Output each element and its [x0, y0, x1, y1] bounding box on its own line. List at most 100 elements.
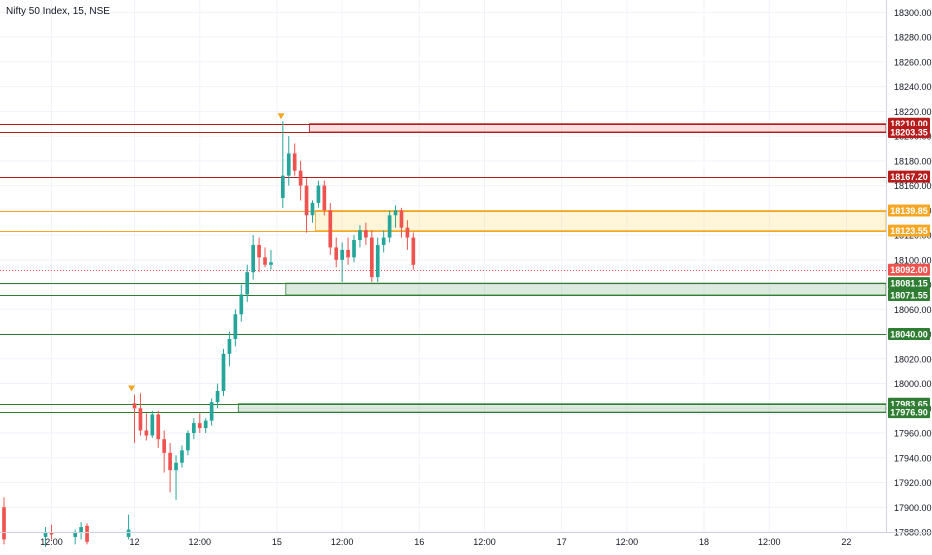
candle-down [138, 408, 143, 431]
price-label-bg [888, 224, 930, 237]
signal-triangle-marker [277, 113, 285, 120]
candle-up [269, 262, 273, 265]
price-label-orange: 18139.85 [888, 204, 930, 217]
price-label-current: 18092.00 [888, 263, 930, 276]
candle-up [251, 244, 256, 273]
candle-up [186, 433, 190, 451]
candle-down [49, 532, 54, 535]
price-label-support: 18071.55 [888, 289, 930, 302]
candle-up [233, 314, 238, 339]
price-label-resistance: 18203.35 [888, 125, 930, 138]
price-label-bg [888, 125, 930, 138]
price-label-text: 18203.35 [890, 127, 928, 137]
x-tick-label: 12:00 [758, 537, 781, 547]
candle-up [358, 230, 362, 241]
signal-triangle-marker [128, 385, 136, 392]
candle-up [221, 353, 226, 391]
candle-down [162, 439, 167, 453]
price-label-resistance: 18167.20 [888, 170, 930, 183]
x-tick-label: 15 [272, 537, 282, 547]
zone-support [237, 403, 887, 413]
candle-up [286, 153, 291, 176]
x-tick-label: 12:00 [40, 537, 63, 547]
y-tick-label: 17940.00 [894, 453, 932, 463]
price-label-bg [888, 170, 930, 183]
candle-up [245, 272, 250, 295]
candle-down [399, 210, 404, 228]
price-label-text: 18123.55 [890, 226, 928, 236]
candle-down [369, 237, 374, 278]
candle-up [79, 527, 83, 532]
price-label-text: 18092.00 [890, 265, 928, 275]
price-label-text: 18081.15 [890, 279, 928, 289]
price-label-text: 18210.00 [890, 119, 928, 129]
candle-down [298, 170, 303, 186]
candle-down [328, 210, 333, 248]
candle-up [381, 237, 386, 245]
candle-down [132, 403, 137, 409]
candle-down [168, 452, 172, 471]
price-label-bg [888, 289, 930, 302]
x-tick-label: 12 [130, 537, 140, 547]
x-tick-label: 17 [557, 537, 567, 547]
candle-down [322, 185, 327, 211]
y-tick-label: 18060.00 [894, 305, 932, 315]
y-tick-label: 18160.00 [894, 181, 932, 191]
candle-down [263, 257, 267, 265]
price-label-bg [888, 406, 930, 419]
candle-down [156, 414, 161, 440]
x-tick-label: 12:00 [473, 537, 496, 547]
y-tick-label: 18260.00 [894, 57, 932, 67]
candle-up [316, 185, 321, 203]
candle-down [2, 507, 6, 540]
y-tick-label: 17900.00 [894, 503, 932, 513]
y-tick-label: 18280.00 [894, 33, 932, 43]
candle-up [180, 450, 184, 463]
candle-up [280, 175, 285, 198]
candle-up [150, 414, 155, 436]
price-label-support: 18081.15 [888, 277, 930, 290]
candle-up [393, 210, 398, 216]
candle-down [346, 249, 350, 258]
y-tick-label: 18220.00 [894, 107, 932, 117]
candle-up [43, 532, 48, 537]
candle-up [73, 532, 78, 537]
x-tick-label: 12:00 [616, 537, 639, 547]
candle-down [85, 525, 89, 542]
price-label-text: 18167.20 [890, 172, 928, 182]
candle-down [411, 237, 416, 265]
price-label-text: 18071.55 [890, 291, 928, 301]
price-label-orange: 18123.55 [888, 224, 930, 237]
x-tick-label: 16 [414, 537, 424, 547]
price-label-bg [888, 277, 930, 290]
candle-up [203, 420, 208, 429]
candle-up [215, 390, 220, 403]
y-tick-label: 18240.00 [894, 82, 932, 92]
candle-down [197, 423, 202, 429]
price-label-bg [888, 328, 930, 341]
x-tick-label: 12:00 [189, 537, 212, 547]
y-tick-label: 18100.00 [894, 255, 932, 265]
price-label-support: 18040.00 [888, 328, 930, 341]
price-label-text: 18139.85 [890, 206, 928, 216]
candle-down [334, 247, 339, 260]
x-tick-label: 12:00 [331, 537, 354, 547]
y-tick-label: 18000.00 [894, 379, 932, 389]
candle-up [310, 202, 315, 216]
candle-up [191, 423, 196, 434]
price-label-text: 17983.65 [890, 399, 928, 409]
y-tick-label: 17920.00 [894, 478, 932, 488]
y-tick-label: 18020.00 [894, 354, 932, 364]
candle-down [405, 227, 410, 238]
y-tick-label: 18300.00 [894, 8, 932, 18]
y-tick-label: 18180.00 [894, 156, 932, 166]
candle-up [352, 240, 356, 258]
candle-up [375, 244, 380, 278]
candle-down [257, 244, 261, 258]
candle-up [239, 294, 244, 315]
candle-up [387, 215, 392, 238]
price-label-text: 18040.00 [890, 330, 928, 340]
candle-down [144, 430, 149, 436]
